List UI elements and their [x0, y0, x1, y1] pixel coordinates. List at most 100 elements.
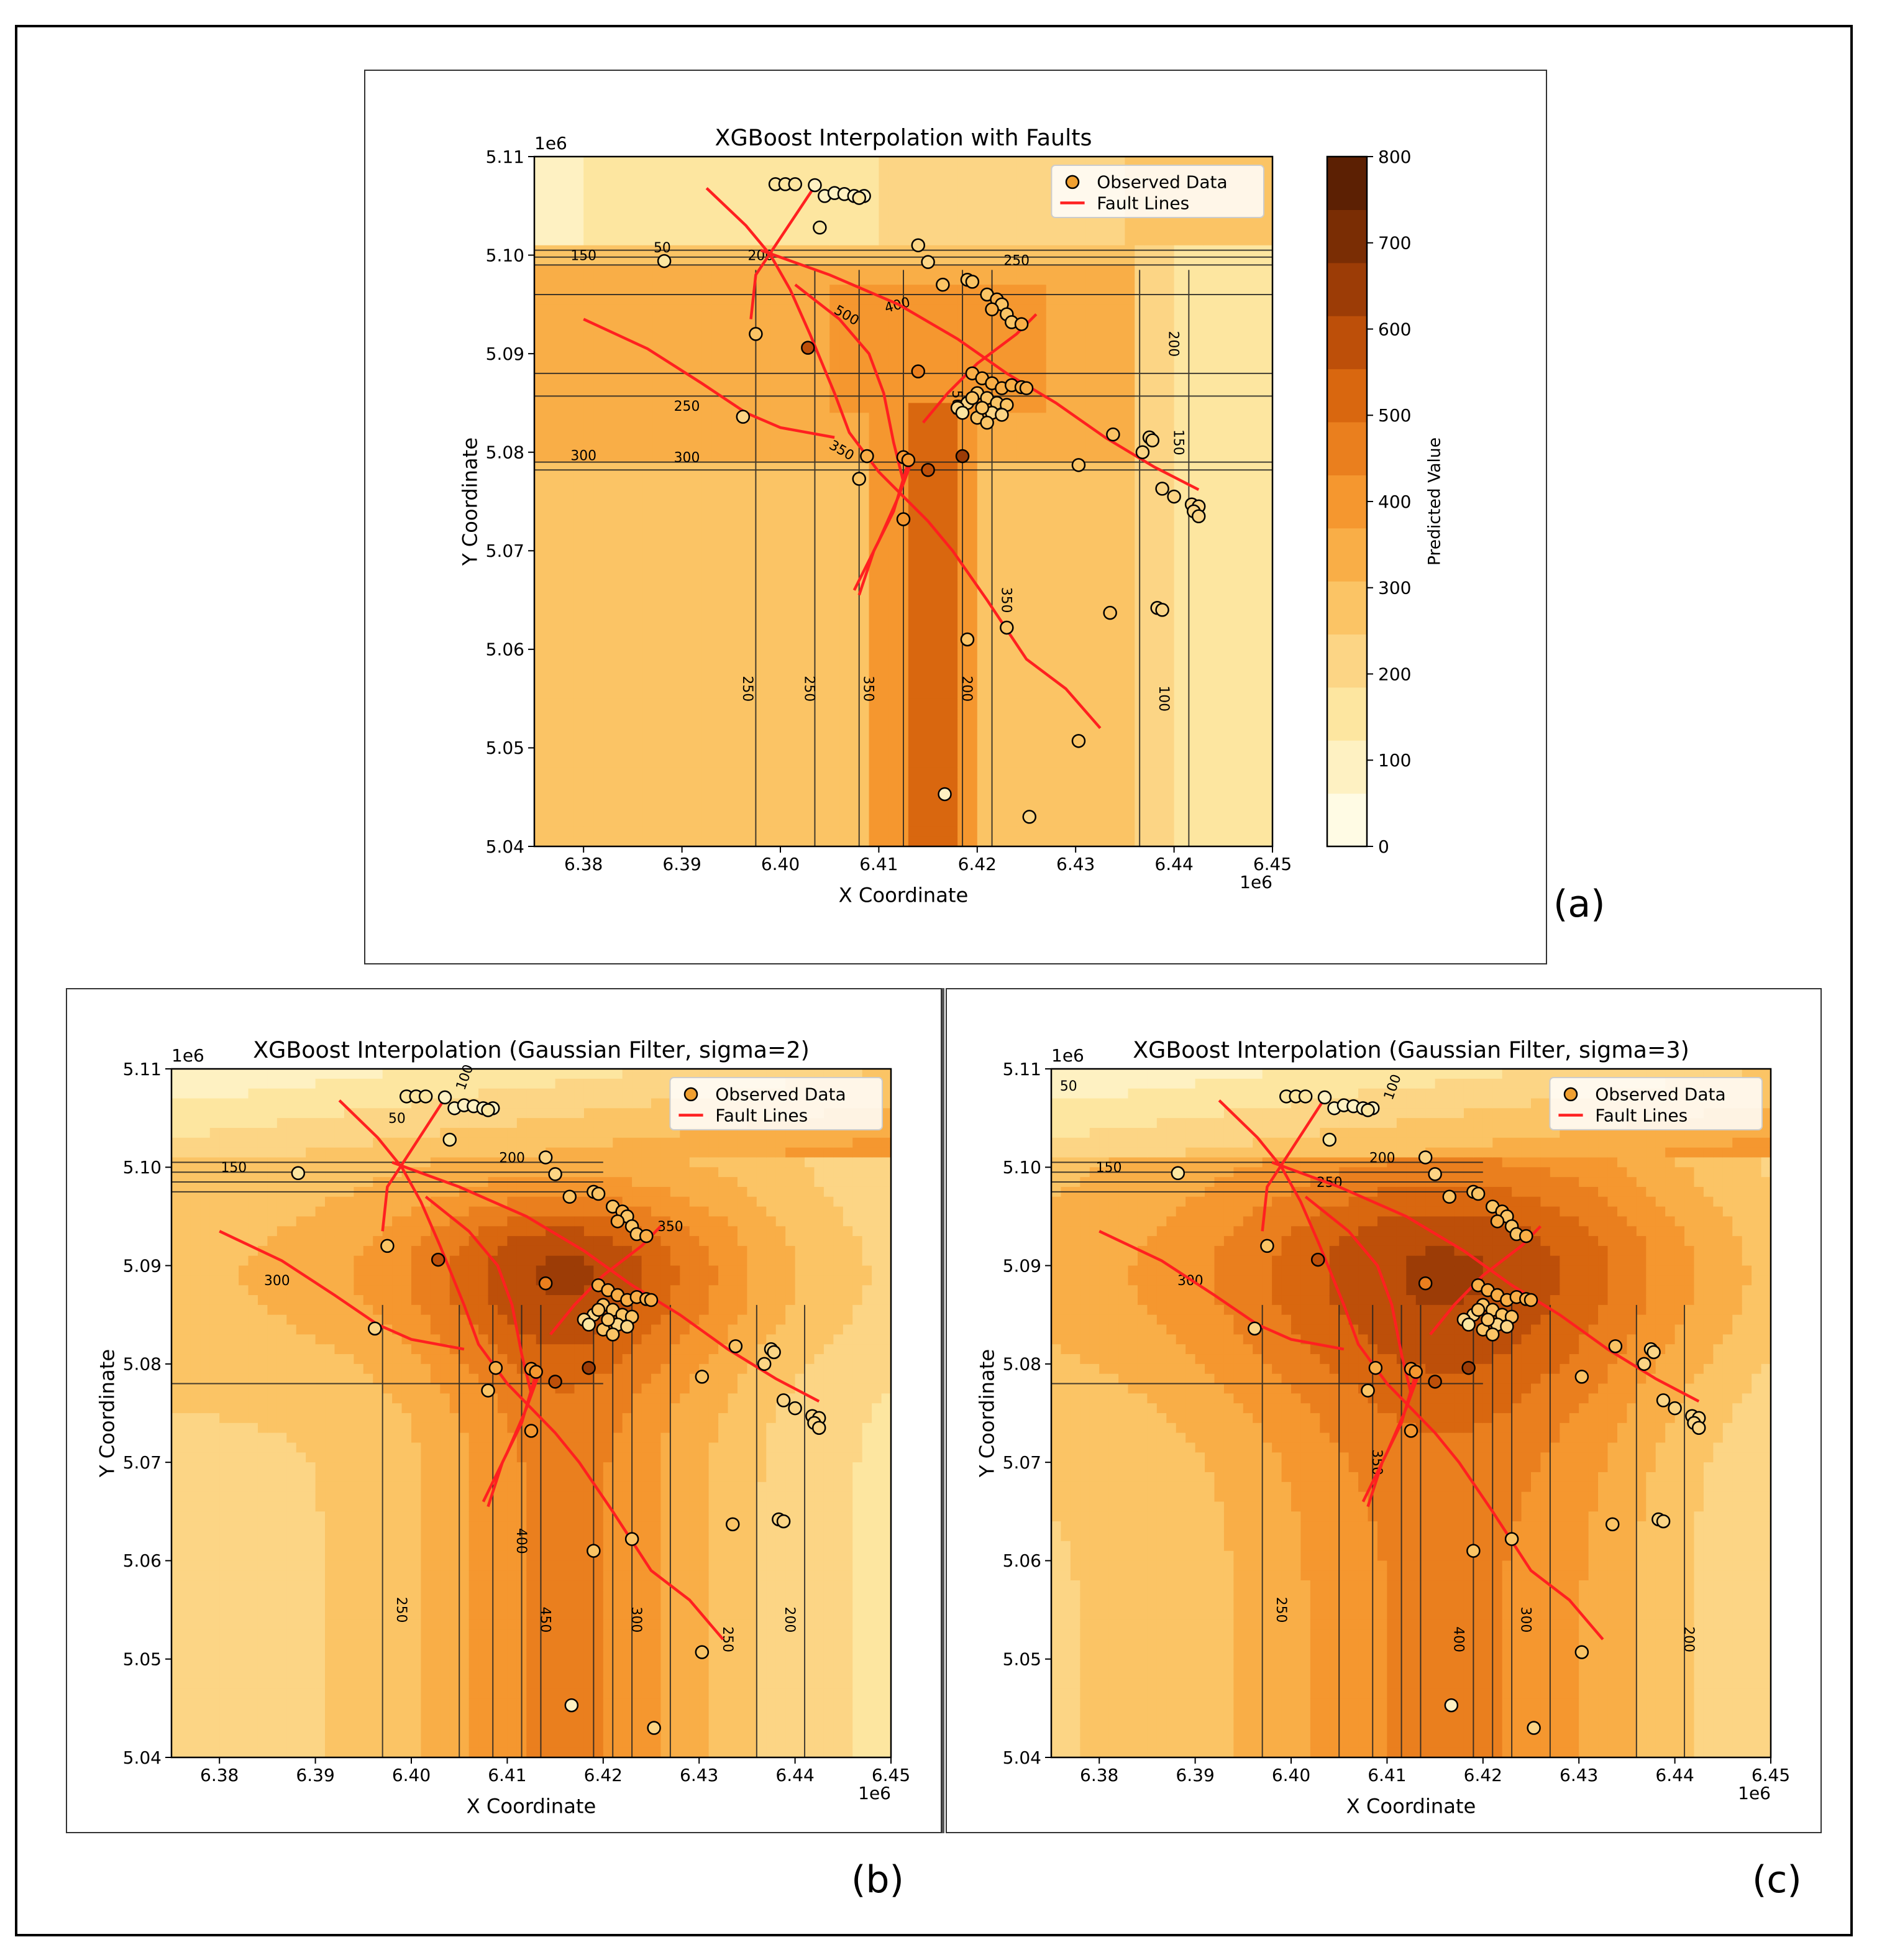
- heatmap-cell: [1085, 836, 1096, 847]
- heatmap-cell: [603, 413, 614, 423]
- heatmap-cell: [1115, 452, 1125, 463]
- heatmap-cell: [1213, 748, 1224, 758]
- heatmap-cell: [888, 344, 899, 354]
- heatmap-cell: [1115, 748, 1125, 758]
- heatmap-cell: [938, 442, 948, 453]
- heatmap-cell: [1144, 787, 1155, 798]
- heatmap-cell: [869, 226, 879, 236]
- heatmap-cell: [1056, 157, 1066, 167]
- heatmap-cell: [790, 196, 801, 206]
- heatmap-cell: [780, 777, 791, 788]
- heatmap-cell: [770, 639, 781, 650]
- heatmap-cell: [1066, 797, 1076, 808]
- heatmap-cell: [879, 797, 889, 808]
- heatmap-cell: [662, 216, 673, 226]
- heatmap-cell: [1105, 817, 1116, 827]
- heatmap-cell: [761, 570, 771, 581]
- heatmap-cell: [1016, 501, 1027, 512]
- heatmap-cell: [780, 620, 791, 630]
- heatmap-cell: [1105, 787, 1116, 798]
- heatmap-cell: [1056, 492, 1066, 502]
- heatmap-cell: [869, 620, 879, 630]
- heatmap-cell: [1125, 698, 1135, 709]
- heatmap-cell: [849, 166, 860, 177]
- heatmap-cell: [829, 364, 840, 374]
- heatmap-cell: [554, 206, 565, 216]
- heatmap-cell: [662, 620, 673, 630]
- heatmap-cell: [770, 738, 781, 749]
- heatmap-cell: [888, 610, 899, 620]
- heatmap-cell: [770, 403, 781, 413]
- heatmap-cell: [1144, 501, 1155, 512]
- heatmap-cell: [977, 472, 988, 482]
- heatmap-cell: [977, 639, 988, 650]
- heatmap-cell: [1154, 501, 1165, 512]
- heatmap-cell: [731, 324, 742, 335]
- heatmap-cell: [790, 689, 801, 699]
- heatmap-cell: [741, 354, 752, 364]
- heatmap-cell: [564, 698, 574, 709]
- heatmap-cell: [701, 551, 712, 561]
- heatmap-cell: [849, 836, 860, 847]
- heatmap-cell: [859, 462, 870, 473]
- heatmap-cell: [908, 186, 919, 197]
- heatmap-cell: [623, 196, 633, 206]
- heatmap-cell: [1174, 393, 1185, 404]
- heatmap-cell: [682, 649, 693, 660]
- heatmap-cell: [1036, 817, 1047, 827]
- heatmap-cell: [820, 403, 830, 413]
- heatmap-cell: [593, 275, 604, 285]
- heatmap-cell: [554, 738, 565, 749]
- heatmap-cell: [869, 265, 879, 275]
- heatmap-cell: [761, 334, 771, 344]
- heatmap-cell: [1085, 767, 1096, 778]
- heatmap-cell: [1125, 265, 1135, 275]
- heatmap-cell: [534, 285, 545, 295]
- heatmap-cell: [918, 551, 929, 561]
- heatmap-cell: [967, 265, 978, 275]
- heatmap-cell: [701, 373, 712, 384]
- heatmap-cell: [918, 748, 929, 758]
- heatmap-cell: [761, 551, 771, 561]
- heatmap-cell: [633, 531, 643, 542]
- heatmap-cell: [633, 275, 643, 285]
- heatmap-cell: [800, 679, 811, 689]
- heatmap-cell: [583, 807, 594, 818]
- heatmap-cell: [1076, 501, 1086, 512]
- heatmap-cell: [948, 442, 958, 453]
- heatmap-cell: [1036, 383, 1047, 394]
- heatmap-cell: [1007, 836, 1017, 847]
- heatmap-cell: [1066, 561, 1076, 571]
- heatmap-cell: [1115, 393, 1125, 404]
- heatmap-cell: [1105, 649, 1116, 660]
- heatmap-cell: [967, 738, 978, 749]
- heatmap-cell: [1194, 570, 1204, 581]
- heatmap-cell: [662, 679, 673, 689]
- heatmap-cell: [564, 551, 574, 561]
- heatmap-cell: [1125, 610, 1135, 620]
- heatmap-cell: [790, 669, 801, 680]
- heatmap-cell: [1026, 551, 1037, 561]
- heatmap-cell: [869, 836, 879, 847]
- heatmap-cell: [1154, 777, 1165, 788]
- heatmap-cell: [721, 610, 732, 620]
- heatmap-cell: [977, 462, 988, 473]
- heatmap-cell: [938, 383, 948, 394]
- heatmap-cell: [662, 462, 673, 473]
- heatmap-cell: [938, 728, 948, 739]
- heatmap-cell: [1026, 196, 1037, 206]
- heatmap-cell: [780, 492, 791, 502]
- heatmap-cell: [1223, 324, 1234, 335]
- heatmap-cell: [800, 472, 811, 482]
- heatmap-cell: [859, 511, 870, 522]
- heatmap-cell: [1056, 787, 1066, 798]
- heatmap-cell: [938, 590, 948, 601]
- heatmap-cell: [1125, 433, 1135, 443]
- heatmap-cell: [1144, 767, 1155, 778]
- heatmap-cell: [938, 501, 948, 512]
- heatmap-cell: [672, 590, 683, 601]
- heatmap-cell: [1164, 758, 1175, 768]
- heatmap-cell: [682, 334, 693, 344]
- heatmap-cell: [1174, 689, 1185, 699]
- heatmap-cell: [948, 767, 958, 778]
